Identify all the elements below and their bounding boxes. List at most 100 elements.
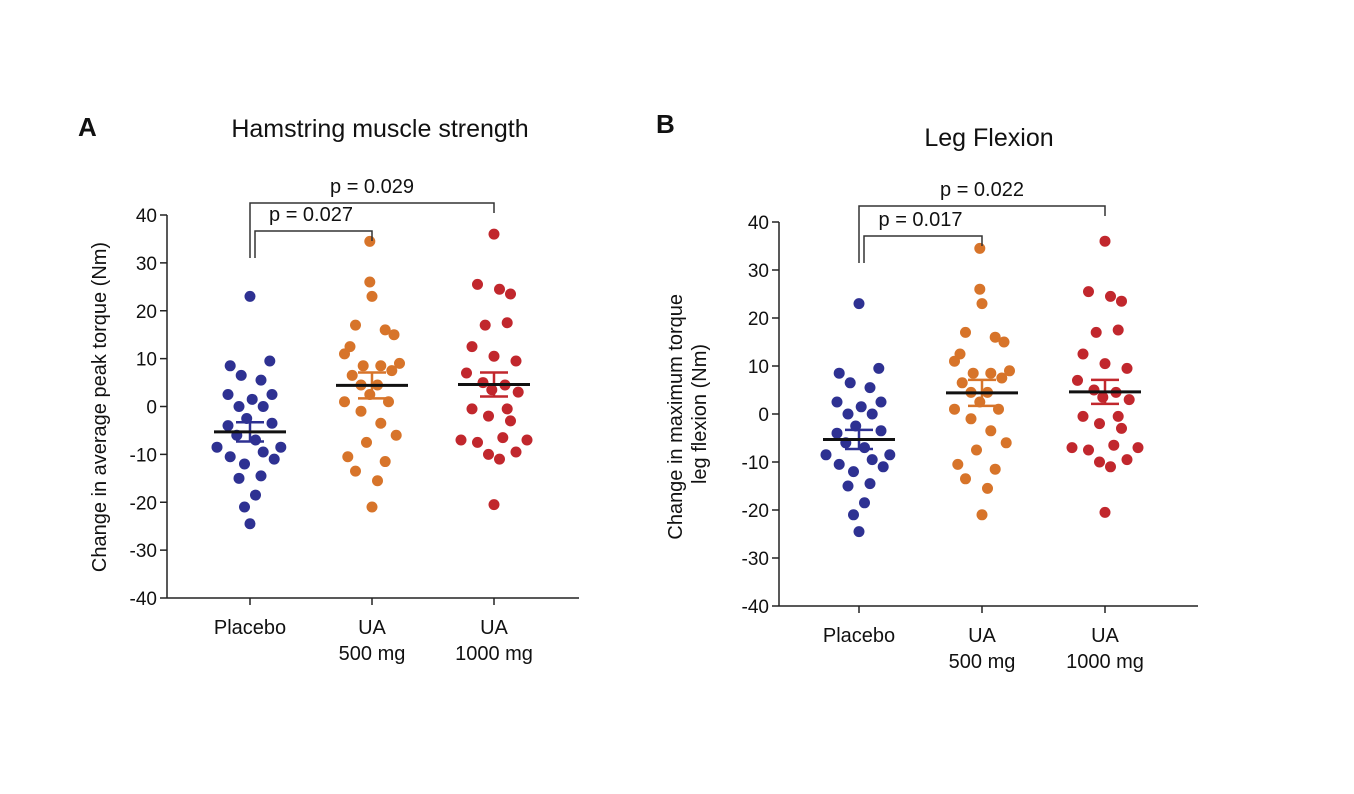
data-point: [355, 405, 367, 417]
y-tick-label: -40: [130, 589, 157, 610]
data-point: [268, 453, 280, 465]
data-point: [390, 429, 402, 441]
data-point: [1132, 442, 1144, 454]
data-point: [222, 420, 234, 432]
data-point: [1116, 295, 1127, 307]
data-point: [388, 329, 400, 341]
data-point: [250, 489, 261, 501]
data-point: [1072, 374, 1083, 386]
data-point: [224, 360, 236, 372]
data-point: [266, 389, 278, 401]
data-point: [884, 449, 896, 461]
data-point: [339, 396, 350, 408]
data-point: [1094, 418, 1105, 430]
data-point: [466, 341, 478, 353]
y-tick-label: -30: [130, 541, 157, 562]
data-point: [985, 425, 997, 437]
data-point: [244, 518, 256, 530]
data-point: [974, 283, 986, 295]
data-point: [255, 470, 267, 482]
data-point: [364, 276, 376, 288]
data-point: [275, 441, 287, 453]
data-point: [831, 396, 843, 408]
y-tick-label: -20: [130, 493, 157, 514]
significance-bracket: [863, 235, 983, 263]
data-point: [510, 355, 522, 367]
data-point: [483, 410, 494, 422]
data-point: [833, 367, 845, 379]
data-point: [985, 367, 997, 379]
panel-b: B Leg Flexion Change in maximum torque l…: [656, 109, 1198, 673]
x-tick-label-line-2: 500 mg: [339, 643, 406, 665]
data-point: [477, 377, 489, 389]
data-point: [255, 374, 267, 386]
data-point: [512, 386, 524, 398]
panel-letter: A: [78, 112, 97, 142]
y-axis-label-line-1: Change in maximum torque: [665, 294, 687, 540]
data-point: [971, 444, 982, 456]
data-point: [1000, 437, 1012, 449]
data-point: [956, 377, 968, 389]
data-point: [864, 478, 876, 490]
y-tick-label: 40: [136, 206, 157, 227]
data-point: [364, 235, 376, 247]
data-point: [974, 242, 986, 254]
data-point: [505, 288, 516, 300]
data-point: [989, 331, 1001, 343]
data-point: [1083, 286, 1094, 298]
data-point: [855, 401, 867, 413]
significance-label: p = 0.022: [940, 179, 1024, 201]
data-point: [989, 463, 1001, 475]
data-point: [257, 401, 269, 412]
data-point: [842, 480, 854, 492]
data-point: [394, 357, 405, 369]
data-point: [1105, 290, 1116, 302]
y-tick-label: 0: [146, 398, 157, 419]
data-point: [866, 408, 878, 420]
data-point: [246, 393, 258, 405]
data-point: [1077, 410, 1089, 422]
data-point: [497, 432, 509, 444]
y-tick-label: 20: [136, 302, 157, 323]
data-point: [461, 367, 472, 379]
data-point: [257, 446, 269, 458]
data-point: [873, 362, 885, 374]
y-tick-label: 20: [748, 309, 769, 330]
data-point: [831, 427, 843, 439]
data-point: [357, 360, 369, 372]
significance-bracket: [249, 202, 495, 258]
data-point: [455, 434, 467, 446]
x-tick-label: Placebo: [214, 617, 286, 639]
data-point: [375, 360, 387, 372]
data-point: [244, 290, 256, 302]
data-point: [1090, 326, 1102, 338]
data-point: [366, 501, 378, 513]
data-point: [494, 283, 505, 295]
data-point: [998, 336, 1010, 348]
x-tick-label: UA: [480, 617, 508, 639]
data-point: [379, 324, 391, 336]
y-tick-label: -30: [742, 549, 769, 570]
data-point: [1112, 410, 1124, 422]
data-point: [848, 466, 859, 478]
data-point: [264, 355, 276, 367]
data-point: [844, 377, 856, 389]
chart-title: Leg Flexion: [924, 124, 1053, 152]
data-point: [1094, 456, 1105, 468]
x-tick-label: UA: [1091, 625, 1119, 647]
data-point: [853, 298, 865, 310]
data-point: [386, 365, 398, 377]
panel-letter: B: [656, 109, 675, 139]
x-tick-label-line-2: 500 mg: [949, 651, 1016, 673]
data-point: [1099, 358, 1111, 370]
data-point: [1112, 324, 1124, 336]
data-point: [1116, 422, 1127, 434]
data-point: [488, 350, 500, 362]
data-point: [877, 461, 889, 473]
y-axis-label: Change in maximum torque leg flexion (Nm…: [665, 288, 711, 539]
data-point: [379, 456, 391, 468]
data-point: [1123, 394, 1135, 406]
data-point: [266, 417, 278, 429]
data-point: [1099, 235, 1111, 247]
